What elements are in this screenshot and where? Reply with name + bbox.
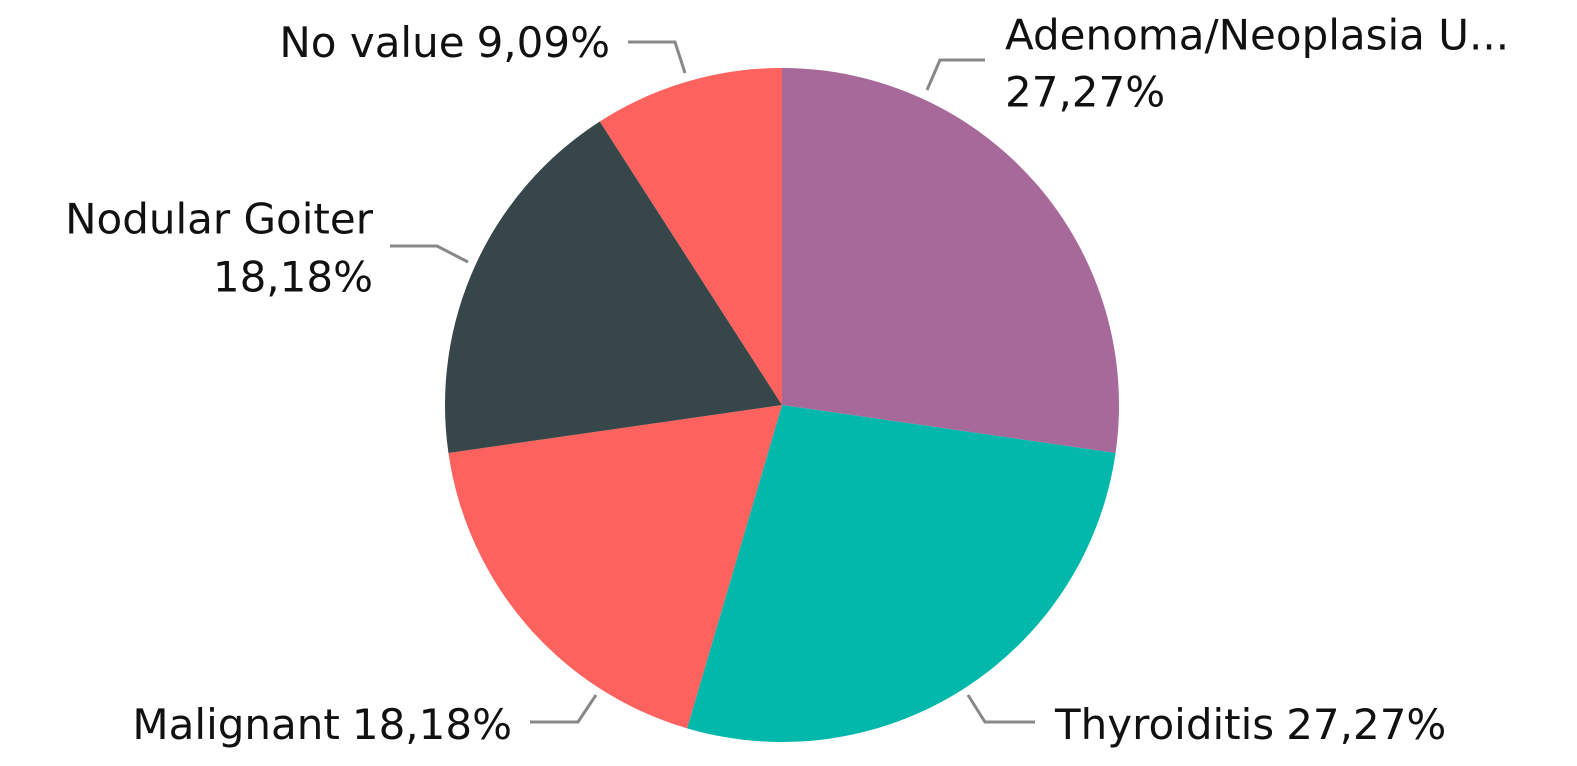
slice-value-label: 18,18% — [352, 700, 512, 749]
slice-value-label: 27,27% — [1005, 68, 1165, 117]
slice-label: Nodular Goiter — [65, 195, 374, 244]
leader-line — [925, 58, 985, 91]
slice-label-group: Thyroiditis 27,27% — [1054, 700, 1446, 749]
slice-label-group: Malignant 18,18% — [132, 700, 512, 749]
slice-value-label: 27,27% — [1286, 700, 1446, 749]
pie-slice — [782, 68, 1119, 453]
pie-slice — [599, 68, 782, 405]
slice-label: Thyroiditis — [1054, 700, 1274, 749]
pie-slice — [687, 405, 1116, 742]
slice-label-group: No value 9,09% — [279, 18, 610, 67]
leader-line — [530, 694, 598, 724]
slice-label: No value — [279, 18, 464, 67]
leader-line — [390, 244, 469, 264]
pie-slice — [448, 405, 782, 729]
slice-label: Malignant — [132, 700, 339, 749]
slice-value-label: 9,09% — [477, 18, 610, 67]
leader-line — [966, 694, 1035, 724]
leader-line — [628, 40, 687, 74]
slice-label: Adenoma/Neoplasia U... — [1005, 11, 1509, 60]
slice-value-label: 18,18% — [213, 253, 373, 302]
pie-slice — [445, 121, 782, 453]
